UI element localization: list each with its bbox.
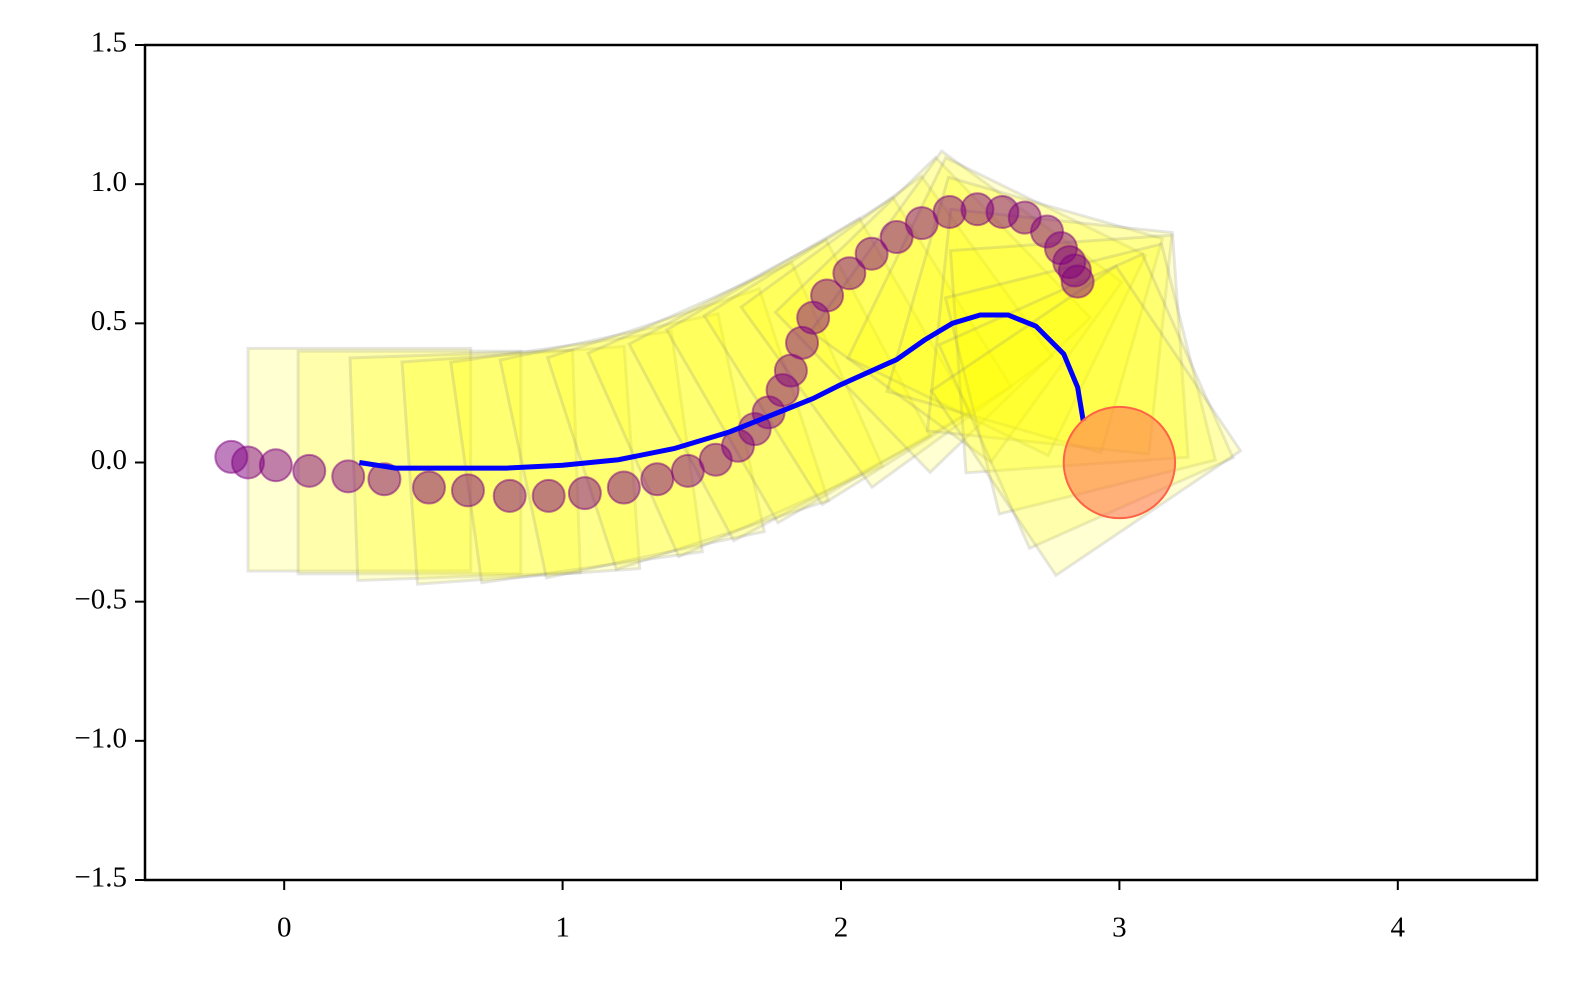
x-tick-label: 2	[834, 912, 849, 944]
point	[492, 478, 527, 513]
y-tick-label: −1.5	[74, 862, 127, 894]
point	[531, 478, 566, 513]
point	[854, 236, 889, 271]
point	[567, 476, 602, 511]
y-tick-label: 0.0	[91, 444, 127, 476]
square	[885, 175, 1165, 455]
y-tick-label: 0.5	[91, 305, 127, 337]
trajectory	[358, 312, 1086, 471]
point	[258, 448, 293, 483]
point	[606, 470, 641, 505]
x-tick-label: 1	[555, 912, 570, 944]
y-tick-label: −0.5	[74, 583, 127, 615]
target	[1062, 405, 1177, 520]
point	[640, 462, 675, 497]
square	[296, 349, 523, 576]
point	[411, 470, 446, 505]
square	[739, 174, 1055, 490]
point	[832, 256, 867, 291]
point	[1060, 264, 1095, 299]
square	[773, 155, 1093, 475]
y-tick-label: 1.5	[91, 27, 127, 59]
square	[449, 329, 704, 585]
point	[292, 453, 327, 488]
x-tick-label: 3	[1112, 912, 1127, 944]
plot-area	[214, 149, 1243, 586]
x-tick-label: 0	[277, 912, 292, 944]
x-tick-label: 4	[1391, 912, 1406, 944]
point	[331, 459, 366, 494]
y-tick-label: −1.0	[74, 722, 127, 754]
y-tick-label: 1.0	[91, 166, 127, 198]
square	[925, 207, 1174, 456]
point	[810, 278, 845, 313]
point	[367, 462, 402, 497]
point	[450, 473, 485, 508]
